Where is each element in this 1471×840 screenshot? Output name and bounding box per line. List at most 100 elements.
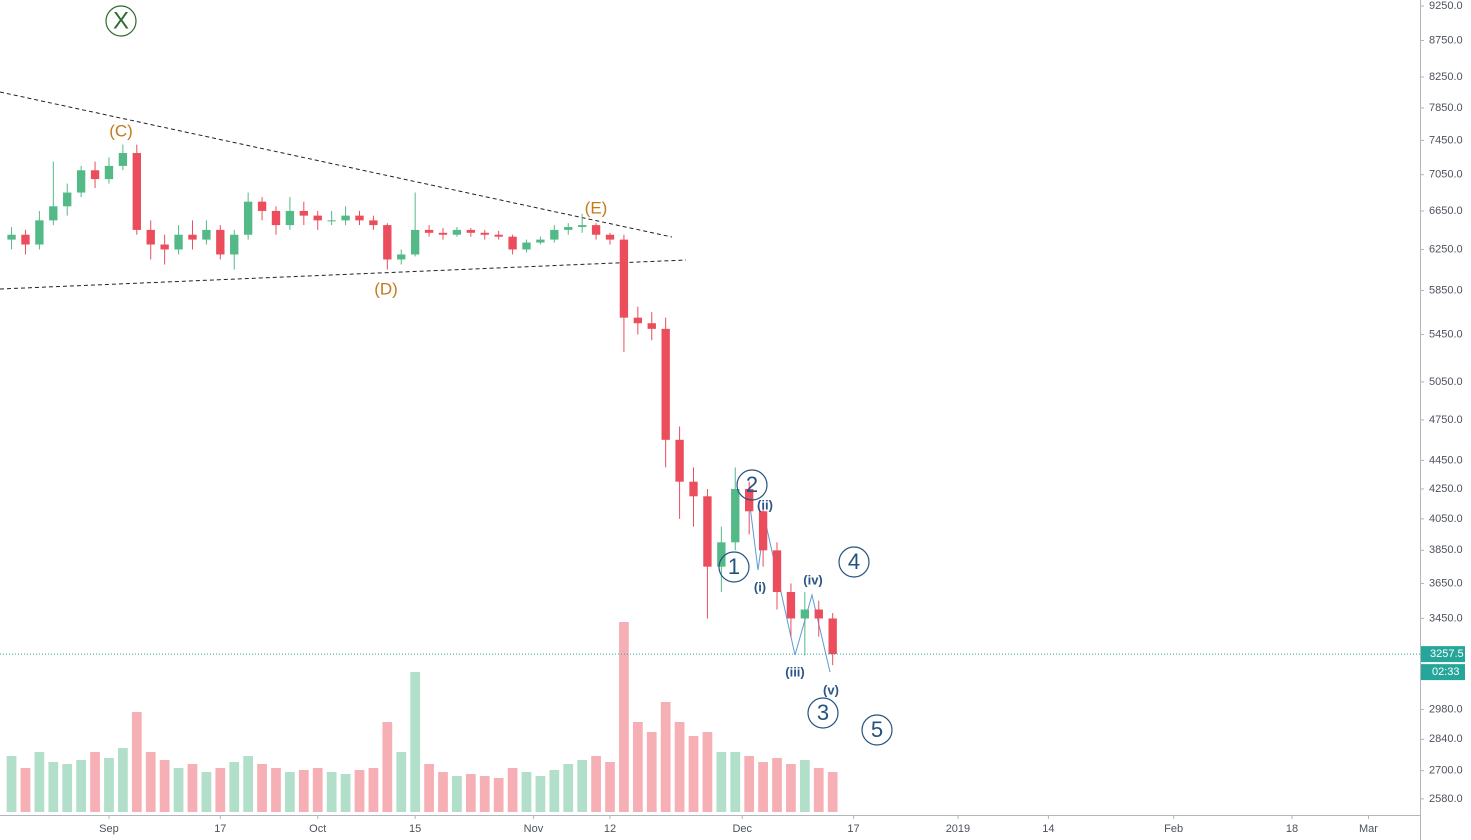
- y-tick-label: 8750.0: [1429, 34, 1463, 46]
- volume-bar: [243, 756, 254, 812]
- candle-body: [633, 317, 643, 324]
- wave-label: (iv): [803, 572, 823, 587]
- volume-bar: [424, 764, 434, 812]
- wave-label: X: [113, 7, 129, 34]
- last-price-label: 3257.5: [1430, 648, 1464, 660]
- volume-bar: [772, 758, 782, 812]
- candle-body: [132, 153, 141, 230]
- candle-body: [7, 234, 16, 240]
- y-tick-label: 6250.0: [1429, 243, 1463, 255]
- volume-bar: [312, 768, 323, 812]
- wave-label: (iii): [785, 664, 805, 679]
- wave-circle: [861, 714, 893, 746]
- candle-body: [299, 210, 308, 216]
- candle-body: [118, 153, 128, 166]
- volume-bar: [674, 722, 685, 812]
- x-tick-label: 18: [1286, 823, 1298, 835]
- candle-body: [21, 234, 30, 245]
- y-tick-label: 2700.0: [1429, 765, 1463, 777]
- candle-body: [327, 220, 336, 222]
- candle-body: [202, 229, 211, 240]
- volume-bar: [827, 772, 838, 812]
- x-tick-label: Mar: [1359, 823, 1378, 835]
- wave-label: (ii): [757, 497, 773, 512]
- volume-bar: [215, 768, 226, 812]
- y-tick-label: 3850.0: [1429, 544, 1463, 556]
- x-tick-label: Sep: [99, 823, 119, 835]
- y-tick-label: 4750.0: [1429, 414, 1463, 426]
- volume-bar: [271, 768, 281, 812]
- candle-body: [271, 210, 281, 226]
- candle-body: [216, 229, 225, 255]
- volume-bar: [813, 768, 824, 812]
- wave-circle: [718, 551, 750, 583]
- volume-bar: [452, 776, 462, 812]
- wave-label: 2: [746, 472, 758, 497]
- y-tick-label: 5850.0: [1429, 284, 1463, 296]
- volume-bar: [493, 778, 504, 812]
- volume-bar: [159, 760, 170, 812]
- y-tick-label: 2980.0: [1429, 703, 1463, 715]
- candle-body: [369, 220, 378, 226]
- volume-bar: [438, 772, 448, 812]
- candle-body: [661, 328, 670, 440]
- annotations: X (C) (D) (E) 1 2 3 4 5 (i) (ii) (iii) (iv) (v): [105, 5, 893, 746]
- wave-label: (i): [754, 579, 766, 594]
- volume-bar: [632, 722, 643, 812]
- x-tick-label: 2019: [946, 823, 970, 835]
- volume-bar: [660, 702, 671, 812]
- candle-body: [257, 201, 267, 211]
- trendline: [0, 91, 673, 238]
- countdown-label: 02:33: [1432, 666, 1460, 678]
- x-tick-label: Dec: [732, 823, 752, 835]
- candle-body: [731, 488, 740, 543]
- candle-body: [243, 201, 253, 235]
- wave-label: (E): [585, 198, 608, 217]
- volume-bar: [368, 768, 379, 812]
- volume-bar: [354, 770, 365, 812]
- candle-body: [355, 215, 364, 221]
- last-price-box: [1421, 646, 1465, 663]
- y-tick-label: 4250.0: [1429, 483, 1463, 495]
- candle-body: [76, 170, 86, 193]
- volume-bar: [229, 762, 240, 812]
- x-tick-label: Feb: [1164, 823, 1183, 835]
- volume-bar: [285, 772, 295, 812]
- volume-bar: [535, 776, 546, 812]
- volume-bar: [758, 762, 768, 812]
- y-tick-label: 7450.0: [1429, 134, 1463, 146]
- volume-bar: [298, 770, 309, 812]
- candle-body: [675, 439, 684, 482]
- wave-circle: [838, 546, 870, 578]
- volume-bar: [786, 764, 796, 812]
- y-tick-label: 4450.0: [1429, 454, 1463, 466]
- candle-body: [146, 229, 155, 245]
- candle-body: [508, 236, 517, 250]
- wave-circle: [736, 469, 768, 501]
- candle-body: [424, 229, 434, 233]
- candle-body: [605, 234, 615, 240]
- candle-body: [452, 229, 462, 235]
- countdown-box: [1421, 664, 1465, 681]
- volume-bar: [118, 748, 128, 812]
- y-tick-label: 3650.0: [1429, 577, 1463, 589]
- volume-bar: [507, 768, 518, 812]
- volume-bar: [521, 772, 532, 812]
- volume-bar: [410, 672, 421, 812]
- y-tick-label: 5450.0: [1429, 328, 1463, 340]
- volume-bar: [340, 774, 351, 812]
- volume-bar: [396, 752, 407, 812]
- wave-circle: [807, 697, 839, 729]
- y-tick-label: 9250.0: [1429, 0, 1463, 12]
- candle-body: [63, 192, 72, 207]
- wave-label: 4: [848, 549, 860, 574]
- candle-body: [758, 511, 768, 551]
- x-tick-label: Nov: [524, 823, 544, 835]
- x-tick-label: 17: [847, 823, 859, 835]
- volume-bar: [702, 732, 713, 812]
- volume-bar: [201, 772, 212, 812]
- candle-body: [35, 220, 44, 245]
- candle-body: [550, 229, 559, 240]
- volume-bar: [479, 776, 490, 812]
